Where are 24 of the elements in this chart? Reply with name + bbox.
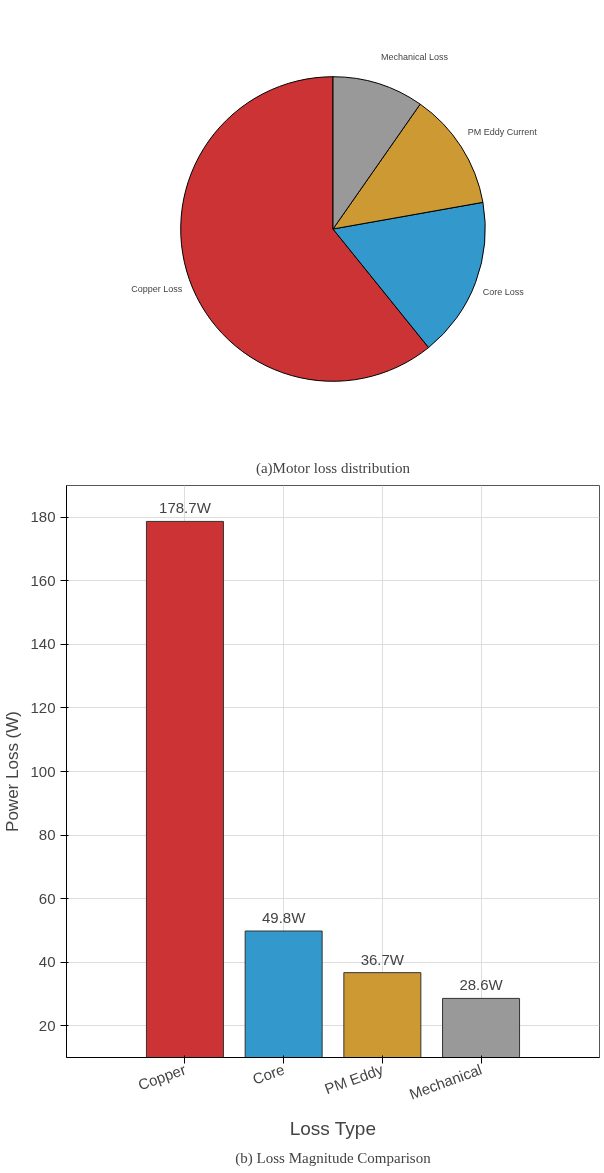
slice-label: Core Loss	[482, 287, 525, 298]
data-label: 36.7W	[360, 950, 405, 968]
x-tick-label: Core	[250, 1060, 287, 1088]
y-tick-label: 100	[30, 762, 56, 780]
y-tick-label: 140	[30, 635, 56, 653]
y-tick-label: 160	[30, 571, 56, 589]
y-tick-label: 180	[30, 508, 56, 526]
text: (a)Motor loss distribution	[255, 459, 411, 477]
y-axis-title: Power Loss (W)	[3, 711, 23, 832]
slice-label: Mechanical Loss	[380, 51, 449, 62]
y-tick-label: 60	[38, 889, 56, 907]
y-tick-label: 120	[30, 698, 56, 716]
slice-label: PM Eddy Current	[467, 126, 538, 137]
text: (b) Loss Magnitude Comparison	[235, 1149, 432, 1167]
x-axis-title: Loss Type	[289, 1118, 376, 1140]
data-label: 28.6W	[459, 976, 504, 994]
x-tick-label: Copper	[135, 1060, 188, 1094]
data-label: 49.8W	[261, 909, 307, 927]
y-tick-label: 80	[38, 826, 56, 844]
data-label: 178.7W	[159, 499, 212, 517]
y-tick-label: 20	[38, 1016, 56, 1034]
slice-label: Copper Loss	[131, 284, 183, 295]
y-tick-label: 40	[38, 953, 56, 971]
x-tick-label: PM Eddy	[322, 1060, 386, 1098]
